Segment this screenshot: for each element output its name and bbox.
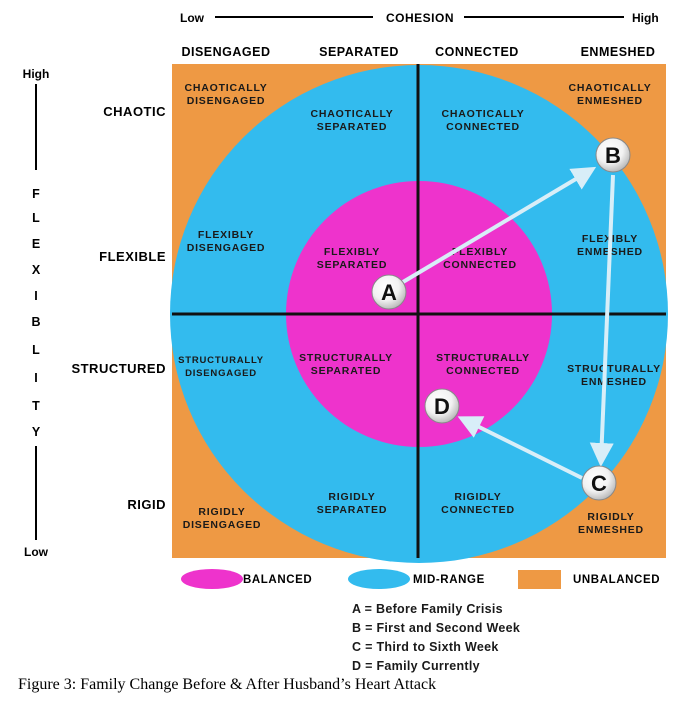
key-item: C = Third to Sixth Week — [352, 640, 499, 654]
cohesion-title: COHESION — [386, 11, 454, 25]
flexibility-high-label: High — [23, 67, 50, 81]
cell-structurally-separated: STRUCTURALLY SEPARATED — [299, 352, 393, 377]
legend-midrange-swatch — [348, 569, 410, 589]
flexibility-letter: L — [32, 343, 40, 357]
point-key: A = Before Family Crisis B = First and S… — [352, 600, 520, 676]
key-item: A = Before Family Crisis — [352, 602, 503, 616]
cell-rigidly-enmeshed: RIGIDLY ENMESHED — [578, 511, 644, 536]
flexibility-letter: Y — [32, 425, 41, 439]
point-d: D — [424, 388, 460, 424]
legend-balanced-label: BALANCED — [243, 574, 312, 586]
cell-rigidly-connected: RIGIDLY CONNECTED — [441, 491, 515, 516]
cell-chaotically-separated: CHAOTICALLY SEPARATED — [310, 108, 393, 133]
key-item: D = Family Currently — [352, 659, 480, 673]
cohesion-high-label: High — [632, 11, 659, 25]
flexibility-letters: F L E X I B L I T Y — [31, 187, 40, 439]
cell-structurally-enmeshed: STRUCTURALLY ENMESHED — [567, 363, 661, 388]
legend-unbalanced-swatch — [518, 570, 561, 589]
column-header-disengaged: DISENGAGED — [181, 45, 270, 59]
point-c-label: C — [591, 471, 607, 496]
cell-flexibly-connected: FLEXIBLY CONNECTED — [443, 246, 517, 271]
row-header-structured: STRUCTURED — [71, 361, 166, 376]
legend-midrange-label: MID-RANGE — [413, 574, 485, 586]
arrow-b-to-c — [589, 174, 615, 467]
flexibility-letter: T — [32, 399, 40, 413]
row-header-chaotic: CHAOTIC — [103, 104, 166, 119]
flexibility-letter: I — [34, 371, 37, 385]
point-b-label: B — [605, 143, 621, 168]
point-c: C — [581, 465, 617, 501]
cell-rigidly-disengaged: RIGIDLY DISENGAGED — [183, 506, 262, 531]
row-header-flexible: FLEXIBLE — [99, 249, 166, 264]
row-header-rigid: RIGID — [127, 497, 166, 512]
cell-rigidly-separated: RIGIDLY SEPARATED — [317, 491, 387, 516]
column-header-separated: SEPARATED — [319, 45, 399, 59]
column-header-connected: CONNECTED — [435, 45, 519, 59]
flexibility-letter: E — [32, 237, 40, 251]
figure-caption: Figure 3: Family Change Before & After H… — [18, 676, 437, 693]
flexibility-letter: F — [32, 187, 40, 201]
point-d-label: D — [434, 394, 450, 419]
point-b: B — [595, 137, 631, 173]
cell-chaotically-enmeshed: CHAOTICALLY ENMESHED — [568, 82, 651, 107]
point-a-label: A — [381, 280, 397, 305]
flexibility-letter: X — [32, 263, 41, 277]
arrow-a-to-b — [401, 166, 597, 284]
legend-balanced-swatch — [181, 569, 243, 589]
cell-chaotically-disengaged: CHAOTICALLY DISENGAGED — [184, 82, 267, 107]
cell-chaotically-connected: CHAOTICALLY CONNECTED — [441, 108, 524, 133]
flexibility-letter: L — [32, 211, 40, 225]
arrow-c-to-d — [457, 416, 583, 480]
flexibility-low-label: Low — [24, 545, 49, 559]
cohesion-low-label: Low — [180, 11, 205, 25]
legend-unbalanced-label: UNBALANCED — [573, 574, 660, 586]
key-item: B = First and Second Week — [352, 621, 521, 635]
cell-structurally-connected: STRUCTURALLY CONNECTED — [436, 352, 530, 377]
cell-flexibly-disengaged: FLEXIBLY DISENGAGED — [187, 229, 266, 254]
flexibility-letter: B — [31, 315, 40, 329]
flexibility-letter: I — [34, 289, 37, 303]
cell-flexibly-separated: FLEXIBLY SEPARATED — [317, 246, 387, 271]
column-header-enmeshed: ENMESHED — [581, 45, 656, 59]
cell-structurally-disengaged: STRUCTURALLY DISENGAGED — [178, 355, 264, 379]
point-a: A — [371, 274, 407, 310]
